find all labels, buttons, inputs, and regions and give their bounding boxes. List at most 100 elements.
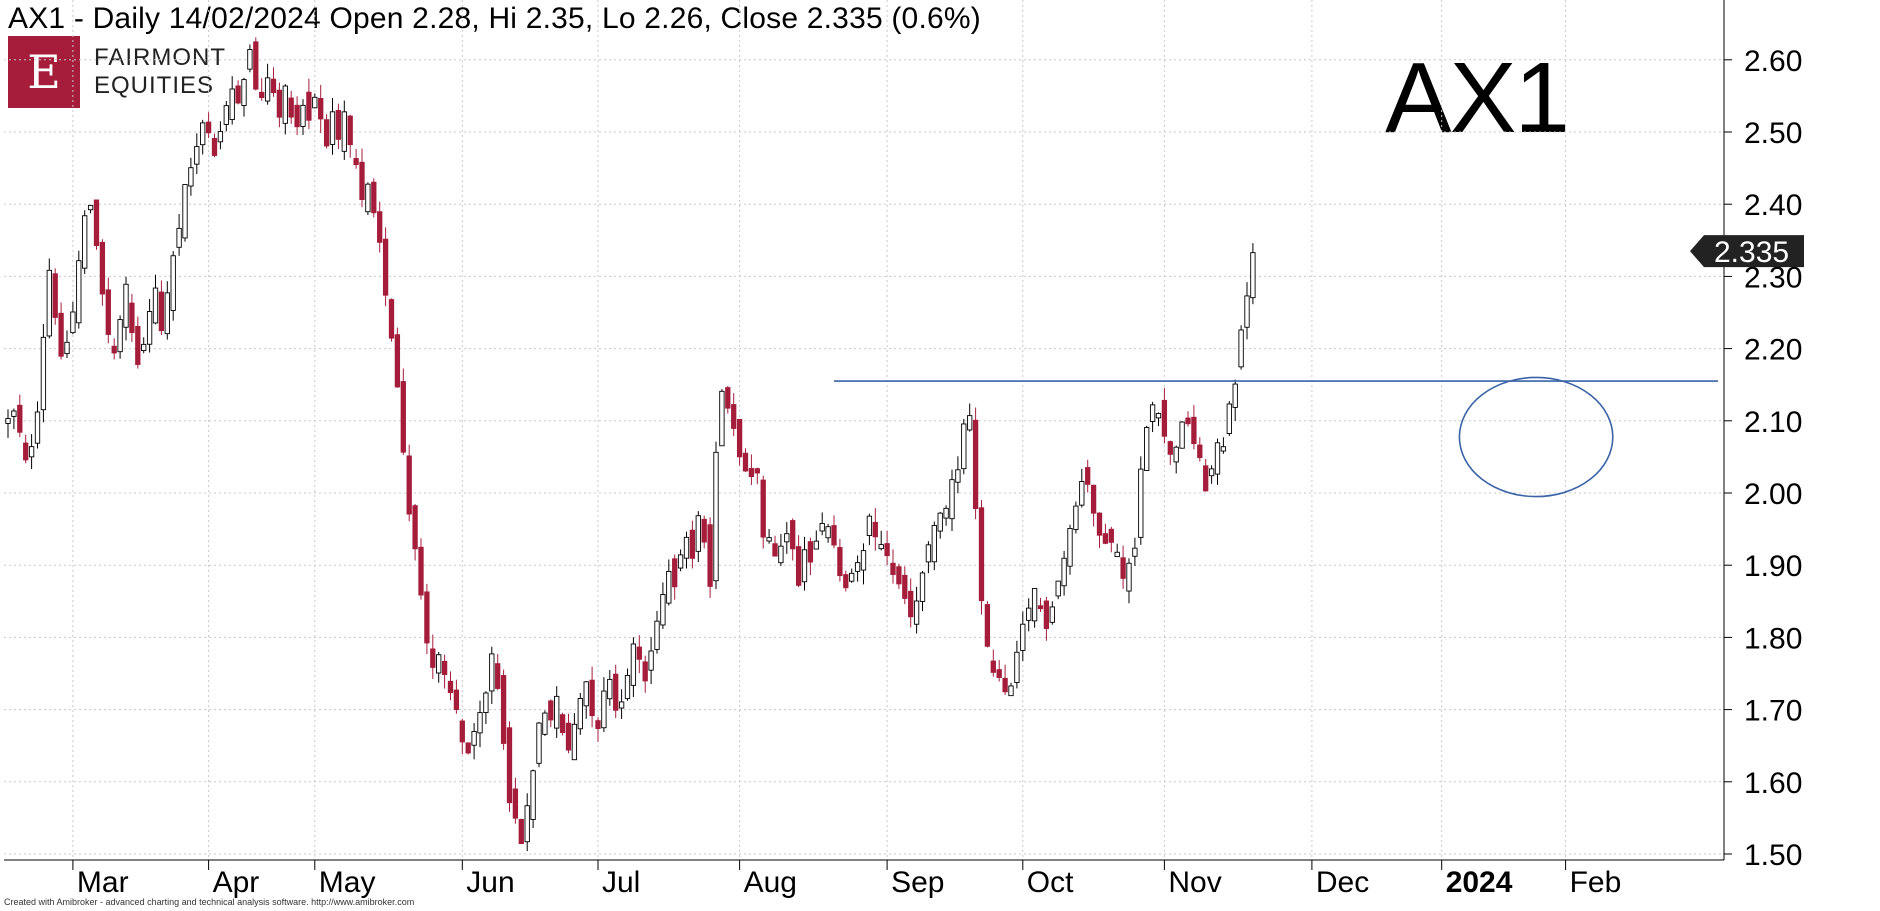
candle [164,281,170,340]
candle-body-down [418,546,424,596]
candle [495,653,501,691]
candle [382,227,389,307]
candle-body-up [878,544,884,550]
candle [790,518,796,561]
candle [719,389,725,447]
candle [341,100,347,160]
candle-body-up [34,411,41,444]
candle-body-up [866,515,873,536]
candle [377,201,383,253]
candle [282,84,288,135]
candle-body-down [306,91,312,121]
candle [672,554,678,600]
candle [1061,551,1067,596]
candle [406,444,412,522]
candle-body-down [447,680,454,694]
candle-body-up [1220,446,1227,452]
candle [259,78,265,101]
candle [58,302,64,360]
candle [778,533,784,566]
candle [565,713,572,754]
candle-body-up [648,650,654,671]
candle [1144,425,1150,471]
candle-body-down [412,505,418,550]
candle [500,669,507,750]
candle-body-down [890,562,896,575]
candle [170,251,176,321]
candle [70,301,76,335]
candle-body-up [329,111,336,145]
candle-body-down [725,387,731,409]
y-tick-label: 1.60 [1744,767,1802,800]
candle-body-down [613,673,619,711]
candle [1250,243,1256,305]
y-tick-label: 1.70 [1744,695,1802,728]
candle [902,566,908,605]
candle-body-up [264,77,271,102]
candle-body-up [542,712,548,735]
candles [5,37,1256,852]
candle [1173,445,1179,474]
candle-body-up [1031,587,1038,622]
candle [64,330,70,359]
candle-body-up [1114,551,1120,558]
candle [943,505,949,526]
candle-body-down [259,91,265,98]
candle [459,718,465,755]
candle-body-up [170,255,176,311]
candle [223,101,229,132]
candle-body-down [689,529,696,559]
candle-body-down [347,115,353,146]
candle-body-up [483,692,489,713]
candle [1067,524,1073,575]
candle-body-down [1043,600,1050,630]
candle [1043,597,1050,641]
candle-body-down [908,590,914,618]
candle-body-up [188,167,194,187]
y-tick-label: 1.80 [1744,622,1802,655]
candle [1008,682,1014,697]
candle [93,199,100,250]
candle-body-up [217,130,224,143]
candle [52,268,58,325]
candle-body-up [70,311,76,334]
candle-body-up [801,549,808,583]
candle-body-up [241,79,247,106]
candle-body-up [677,554,684,569]
candle-body-down [400,381,406,453]
candle-body-up [1008,685,1014,697]
candle [1132,537,1138,566]
candle-body-up [489,653,495,692]
candle-body-up [11,410,17,417]
candle [742,448,749,472]
candle-body-down [335,109,342,140]
candle [736,418,743,466]
candle [707,517,713,598]
candle-body-down [518,818,524,845]
candle-body-down [465,742,471,754]
candle [524,793,530,852]
candle [146,299,153,353]
candle-body-up [530,770,536,820]
candle-body-up [813,540,819,550]
candle-body-down [453,689,460,710]
candle [1114,543,1120,558]
candle-body-up [766,537,772,542]
candle-body-up [182,184,188,239]
candle-body-down [512,788,519,819]
candle [1108,526,1114,553]
candle [748,454,755,486]
candle-body-up [654,620,660,650]
candle-body-down [270,78,277,93]
candle [353,148,359,169]
candle-body-up [949,479,955,520]
candle [312,93,318,109]
candle [666,559,672,606]
candle [182,184,188,242]
candle-body-up [146,311,153,345]
candle [913,586,920,634]
candle-body-up [955,469,961,483]
candle [276,82,283,128]
candle-body-up [660,594,666,626]
candle [542,710,548,736]
